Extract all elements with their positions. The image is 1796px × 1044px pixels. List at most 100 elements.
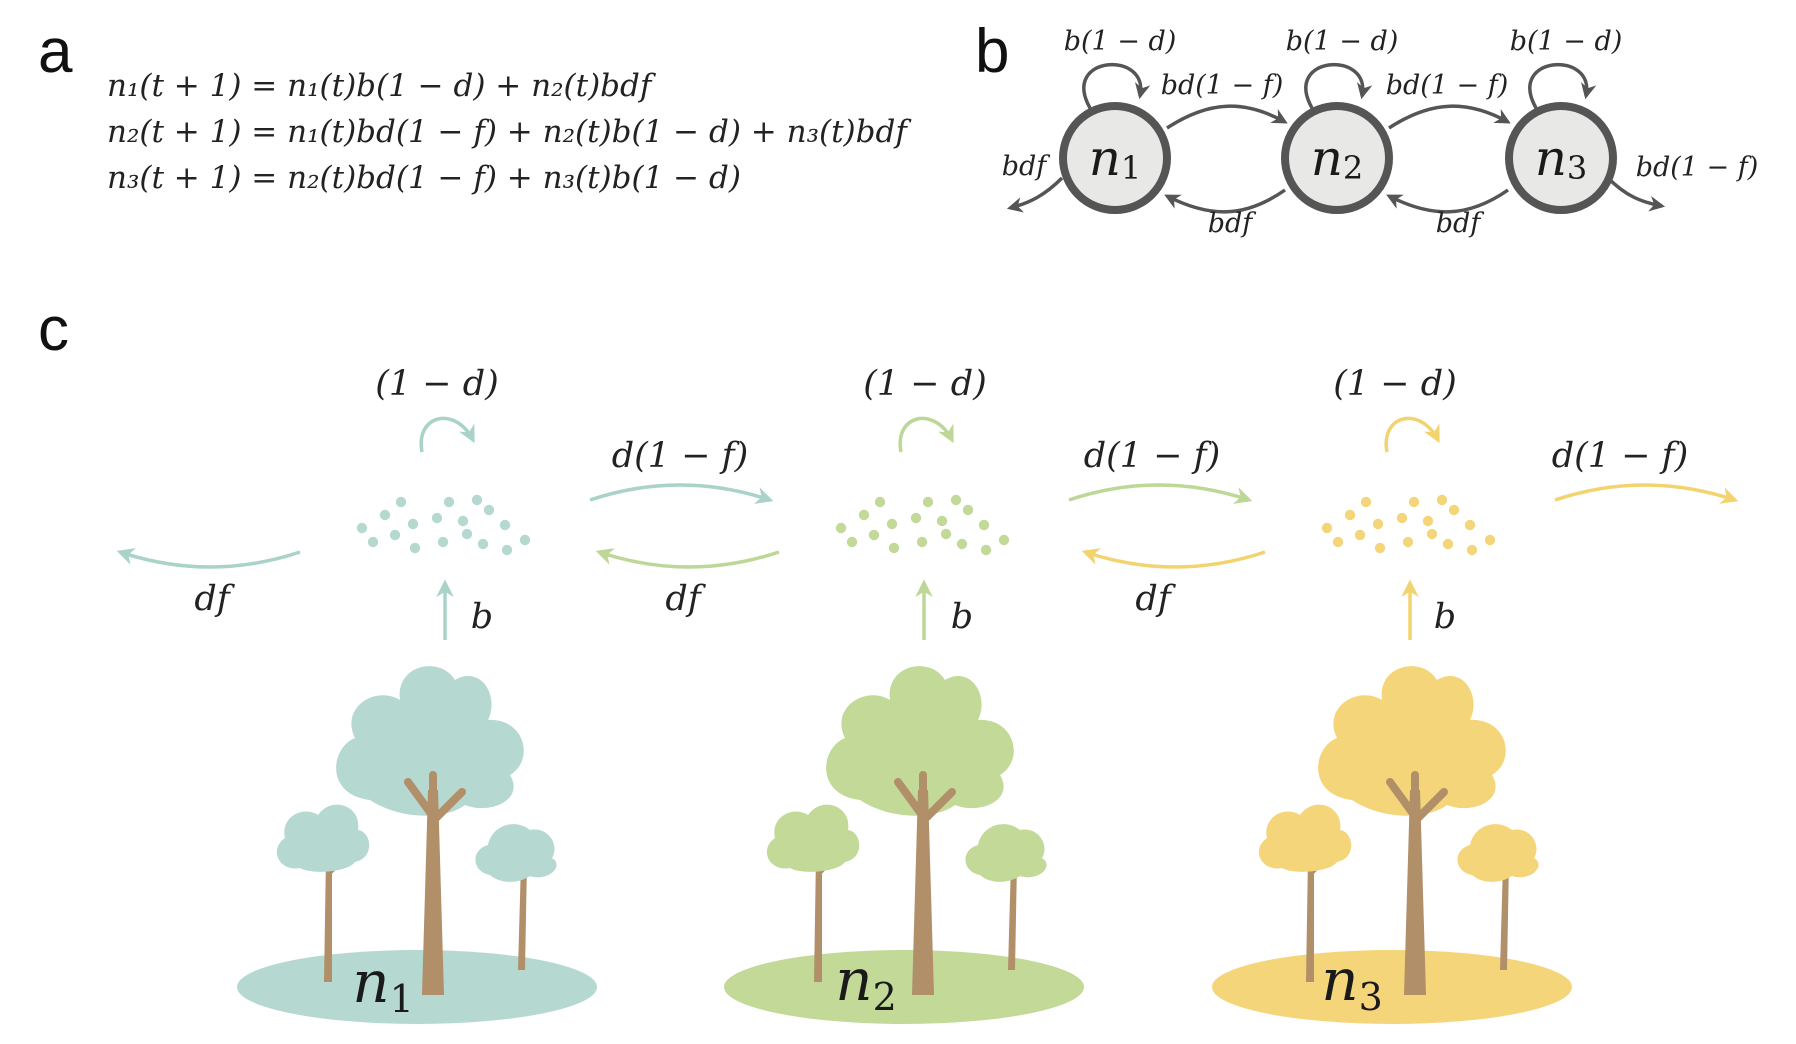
seed-p2-17 bbox=[922, 496, 934, 508]
seed-p1-2 bbox=[379, 509, 391, 521]
seed-p1-14 bbox=[501, 544, 513, 556]
seed-p3-3 bbox=[1372, 518, 1384, 530]
left-out-arrow bbox=[1006, 176, 1064, 213]
main-branches-p1 bbox=[404, 771, 466, 824]
panel-label-c: c bbox=[38, 295, 69, 364]
backward-arrow-p2 bbox=[595, 548, 780, 569]
backward-label-n3-n2: df bbox=[1135, 579, 1176, 619]
self-loop-arrow-p1 bbox=[419, 416, 475, 453]
seed-p3-5 bbox=[1422, 515, 1434, 527]
stay-label-n1: (1 − d) bbox=[375, 364, 499, 404]
panel-label-b: b bbox=[975, 17, 1009, 86]
seed-p2-16 bbox=[874, 496, 886, 508]
node-n2: n2 bbox=[1281, 102, 1393, 214]
main-canopy-p3 bbox=[1318, 666, 1506, 816]
svg-text:n2: n2 bbox=[1311, 129, 1364, 187]
seed-p1-7 bbox=[499, 519, 511, 531]
self-loop-label-n2: b(1 − d) bbox=[1286, 26, 1399, 57]
seed-p1-17 bbox=[443, 496, 455, 508]
forward-label-n2-n3: d(1 − f) bbox=[1084, 436, 1221, 476]
equation-n2: n₂(t + 1) = n₁(t)bd(1 − f) + n₂(t)b(1 − … bbox=[107, 114, 912, 150]
self-loop-arrow-n1 bbox=[1082, 62, 1151, 109]
seed-p2-2 bbox=[858, 509, 870, 521]
forward-arrow-n1-n2 bbox=[1166, 104, 1288, 130]
seed-p1-5 bbox=[457, 515, 469, 527]
backward-label-n2-n1: df bbox=[665, 579, 706, 619]
stay-label-n3: (1 − d) bbox=[1333, 364, 1457, 404]
tree-groups bbox=[237, 666, 1572, 1024]
svg-text:n1: n1 bbox=[1089, 129, 1142, 187]
seed-p2-15 bbox=[998, 534, 1010, 546]
seed-p2-5 bbox=[936, 515, 948, 527]
seed-p2-12 bbox=[940, 528, 952, 540]
backward-arrow-p1 bbox=[116, 548, 301, 569]
seed-p3-15 bbox=[1484, 534, 1496, 546]
backward-label-n2-n1: bdf bbox=[1208, 208, 1257, 239]
population-label-n1: n1 bbox=[352, 948, 414, 1021]
small-trunk-right-p1 bbox=[518, 862, 527, 970]
forward-arrow-p3 bbox=[1554, 483, 1739, 504]
population-label-n3: n3 bbox=[1321, 946, 1383, 1019]
small-canopy-left-p3 bbox=[1258, 804, 1352, 872]
panel-label-a: a bbox=[38, 17, 73, 86]
seed-p1-3 bbox=[407, 518, 419, 530]
forward-label-n1-n2: d(1 − f) bbox=[612, 436, 749, 476]
self-loop-label-n3: b(1 − d) bbox=[1510, 26, 1623, 57]
ground-p1 bbox=[237, 950, 597, 1024]
right-out-label: bd(1 − f) bbox=[1636, 152, 1759, 183]
small-canopy-left-p1 bbox=[276, 804, 370, 872]
seed-p2-11 bbox=[916, 536, 928, 548]
seed-p2-8 bbox=[846, 536, 858, 548]
seed-p2-10 bbox=[888, 542, 900, 554]
seed-p1-10 bbox=[409, 542, 421, 554]
seed-p2-1 bbox=[835, 522, 847, 534]
main-branches-p3 bbox=[1386, 771, 1448, 824]
self-loop-arrow-n2 bbox=[1304, 62, 1373, 109]
forward-arrow-p1 bbox=[589, 483, 774, 504]
small-trunk-left-p2 bbox=[814, 855, 822, 982]
equation-n1: n₁(t + 1) = n₁(t)b(1 − d) + n₂(t)bdf bbox=[107, 68, 657, 104]
seed-p3-4 bbox=[1396, 512, 1408, 524]
seed-p3-12 bbox=[1426, 528, 1438, 540]
seed-p2-13 bbox=[956, 538, 968, 550]
seed-p3-14 bbox=[1466, 544, 1478, 556]
seed-clouds bbox=[356, 494, 1496, 556]
forward-label-n2-n3: bd(1 − f) bbox=[1386, 70, 1509, 101]
node-n3: n3 bbox=[1505, 102, 1617, 214]
seed-p1-16 bbox=[395, 496, 407, 508]
small-canopy-right-p2 bbox=[965, 824, 1047, 882]
seed-p1-6 bbox=[483, 504, 495, 516]
seed-p2-6 bbox=[962, 504, 974, 516]
self-loop-arrow-p3 bbox=[1384, 416, 1440, 453]
main-trunk-p1 bbox=[422, 790, 444, 995]
seed-p2-3 bbox=[886, 518, 898, 530]
birth-label-n2: b bbox=[951, 597, 973, 637]
forward-label-n1-n2: bd(1 − f) bbox=[1161, 70, 1284, 101]
seed-p3-11 bbox=[1402, 536, 1414, 548]
self-loop-arrow-p2 bbox=[898, 416, 954, 453]
seed-p3-2 bbox=[1344, 509, 1356, 521]
seed-p1-18 bbox=[471, 494, 483, 506]
seed-p2-9 bbox=[868, 529, 880, 541]
main-branches-p2 bbox=[894, 771, 956, 824]
seed-p1-9 bbox=[389, 529, 401, 541]
seed-p3-17 bbox=[1408, 496, 1420, 508]
small-trunk-right-p2 bbox=[1008, 862, 1017, 970]
small-canopy-right-p1 bbox=[475, 824, 557, 882]
birth-label-n1: b bbox=[471, 597, 493, 637]
self-loop-label-n1: b(1 − d) bbox=[1064, 26, 1177, 57]
forward-arrow-n2-n3 bbox=[1388, 104, 1511, 130]
right-out-arrow bbox=[1606, 176, 1666, 212]
seed-p2-14 bbox=[980, 544, 992, 556]
small-trunk-left-p1 bbox=[324, 855, 332, 982]
ground-p3 bbox=[1212, 950, 1572, 1024]
seed-p1-11 bbox=[437, 536, 449, 548]
backward-arrow-n2-n1 bbox=[1164, 188, 1287, 214]
left-out-label: bdf bbox=[1002, 151, 1051, 182]
seed-p3-9 bbox=[1354, 529, 1366, 541]
main-trunk-p2 bbox=[912, 790, 934, 995]
small-trunk-right-p3 bbox=[1500, 862, 1509, 970]
seed-p2-4 bbox=[910, 512, 922, 524]
equation-n3: n₃(t + 1) = n₂(t)bd(1 − f) + n₃(t)b(1 − … bbox=[107, 160, 741, 196]
